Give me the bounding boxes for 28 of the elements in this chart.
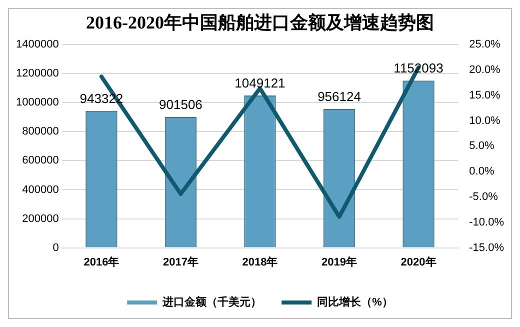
y-tick-label: 600000 xyxy=(22,154,59,167)
y2-tick-label: -5.0% xyxy=(469,191,498,204)
y2-tick-label: -10.0% xyxy=(469,216,504,228)
legend-label: 同比增长（%） xyxy=(317,296,393,309)
y-tick-label: 800000 xyxy=(22,126,59,138)
y-tick-label: 0 xyxy=(52,242,59,254)
legend-label: 进口金额（千美元） xyxy=(162,296,262,309)
y2-tick-label: 15.0% xyxy=(469,89,501,102)
text: 956124 xyxy=(318,89,361,104)
y2-tick-label: -15.0% xyxy=(469,242,504,254)
chart-title: 2016-2020年中国船舶进口金额及增速趋势图 xyxy=(86,12,434,32)
y-tick-label: 1000000 xyxy=(16,96,59,109)
y2-tick-label: 10.0% xyxy=(469,114,501,127)
y2-tick-label: 20.0% xyxy=(469,64,501,76)
y2-tick-label: 25.0% xyxy=(469,38,501,51)
y-tick-label: 200000 xyxy=(22,212,59,225)
y2-tick-label: 5.0% xyxy=(469,140,494,152)
y-tick-label: 1400000 xyxy=(16,38,59,51)
x-tick-label: 2018年 xyxy=(242,255,278,268)
text: 1049121 xyxy=(234,76,286,91)
x-tick-label: 2017年 xyxy=(162,255,198,268)
text: 901506 xyxy=(159,97,202,112)
x-tick-label: 2020年 xyxy=(400,255,436,268)
y2-tick-label: 0.0% xyxy=(469,166,494,178)
y-tick-label: 400000 xyxy=(22,184,59,196)
y-tick-label: 1200000 xyxy=(16,68,59,80)
x-tick-label: 2016年 xyxy=(84,255,120,268)
x-tick-label: 2019年 xyxy=(322,255,357,268)
